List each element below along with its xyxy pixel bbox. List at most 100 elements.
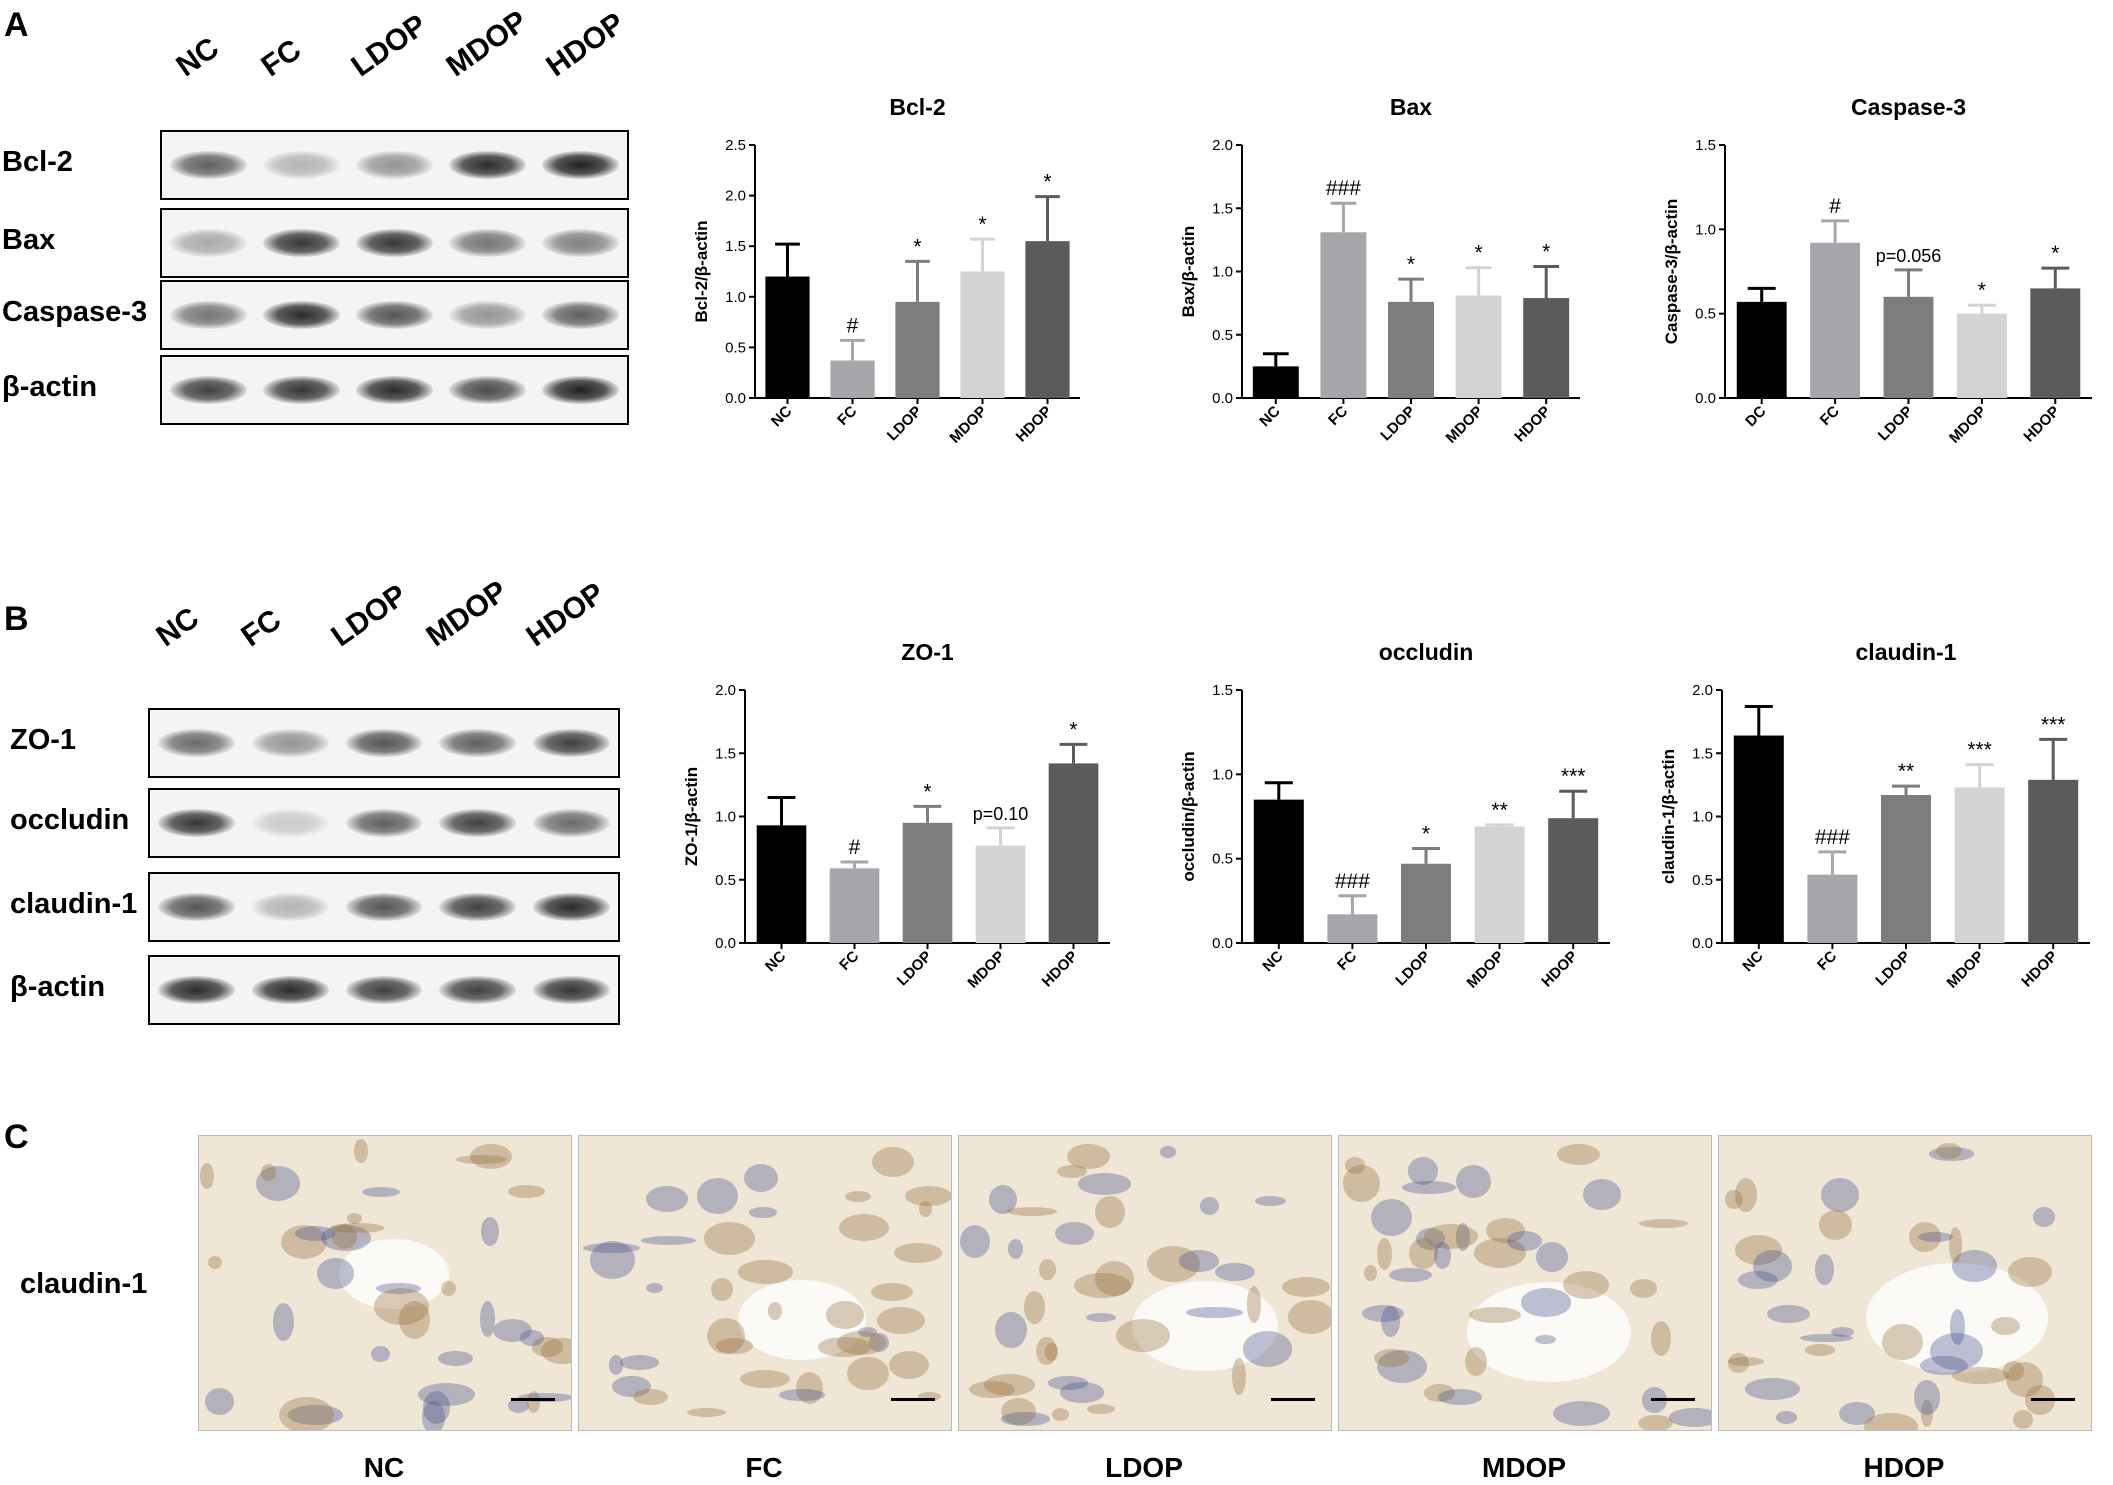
blot-row-label: claudin-1 bbox=[10, 888, 138, 920]
tissue-stain bbox=[273, 1303, 295, 1341]
y-tick-label: 0.5 bbox=[1695, 306, 1716, 323]
blot-band bbox=[263, 151, 340, 179]
tissue-stain bbox=[877, 1307, 925, 1334]
x-tick-label: LDOP bbox=[1872, 948, 1913, 989]
tissue-lumen bbox=[1466, 1282, 1631, 1383]
blot-lane-label: HDOP bbox=[540, 6, 631, 84]
tissue-stain bbox=[295, 1226, 335, 1241]
blot-lane-label: FC bbox=[255, 33, 308, 84]
significance-label: * bbox=[1978, 279, 1986, 302]
tissue-stain bbox=[1045, 1343, 1058, 1361]
tissue-stain bbox=[1007, 1239, 1023, 1260]
bar bbox=[895, 301, 940, 398]
blot-band bbox=[532, 809, 610, 837]
blot-band bbox=[439, 809, 516, 837]
y-tick-label: 0.0 bbox=[1695, 390, 1716, 407]
tissue-stain bbox=[844, 1190, 871, 1202]
x-tick-label: MDOP bbox=[946, 403, 990, 447]
tissue-stain bbox=[641, 1235, 697, 1246]
tissue-stain bbox=[1067, 1143, 1110, 1170]
y-tick-label: 0.0 bbox=[1212, 390, 1233, 407]
x-tick-label: NC bbox=[762, 948, 789, 975]
tissue-stain bbox=[540, 1337, 571, 1365]
blot-band bbox=[439, 729, 516, 757]
tissue-stain bbox=[2032, 1207, 2055, 1228]
tissue-stain bbox=[1839, 1401, 1876, 1426]
tissue-stain bbox=[872, 1146, 915, 1177]
tissue-stain bbox=[438, 1351, 473, 1367]
blot-row-label: ZO-1 bbox=[10, 724, 77, 756]
blot-lane-label: LDOP bbox=[325, 578, 413, 654]
blot-band bbox=[532, 893, 610, 921]
tissue-stain bbox=[371, 1345, 390, 1362]
ihc-group-label: HDOP bbox=[1863, 1452, 1945, 1483]
chart-title: claudin-1 bbox=[1856, 639, 1957, 665]
bar-chart-caspase3: Caspase-3 Caspase-3/β-actin 0.0 0.5 1.0 1.5 DC… bbox=[1662, 94, 2092, 447]
bar bbox=[902, 822, 953, 943]
tissue-stain bbox=[1920, 1356, 1968, 1376]
tissue-stain bbox=[1536, 1241, 1569, 1272]
ihc-micrograph bbox=[958, 1135, 1332, 1431]
tissue-stain bbox=[1146, 1245, 1201, 1283]
blot-band bbox=[252, 976, 329, 1004]
panel-letter-a: A bbox=[4, 6, 29, 44]
tissue-stain bbox=[1534, 1334, 1556, 1345]
tissue-stain bbox=[1001, 1397, 1037, 1425]
tissue-stain bbox=[507, 1184, 546, 1198]
ihc-group-label: LDOP bbox=[1105, 1452, 1183, 1483]
bar bbox=[1807, 874, 1858, 943]
blot-band bbox=[170, 301, 247, 329]
tissue-stain bbox=[839, 1213, 889, 1242]
significance-label: * bbox=[923, 780, 931, 803]
tissue-stain bbox=[1776, 1411, 1798, 1425]
blot-row-label: β-actin bbox=[10, 971, 106, 1003]
x-tick-label: HDOP bbox=[2020, 403, 2063, 446]
x-tick-label: MDOP bbox=[964, 948, 1008, 992]
significance-label: * bbox=[913, 235, 921, 258]
significance-label: * bbox=[1407, 253, 1415, 276]
y-axis-label: Bcl-2/β-actin bbox=[692, 220, 711, 322]
y-tick-label: 0.0 bbox=[715, 935, 736, 952]
tissue-stain bbox=[1815, 1254, 1834, 1286]
tissue-stain bbox=[1914, 1379, 1941, 1415]
bar bbox=[1810, 242, 1861, 398]
significance-label: # bbox=[849, 836, 861, 859]
tissue-stain bbox=[260, 1163, 277, 1181]
x-tick-label: FC bbox=[1325, 403, 1351, 429]
panel-letter-c: C bbox=[4, 1118, 29, 1156]
tissue-stain bbox=[1094, 1260, 1135, 1296]
tissue-stain bbox=[517, 1392, 571, 1402]
blot-row-label: β-actin bbox=[2, 371, 98, 403]
blot-band bbox=[439, 893, 516, 921]
y-axis-label: ZO-1/β-actin bbox=[682, 767, 701, 866]
tissue-stain bbox=[1185, 1306, 1243, 1318]
bar bbox=[1400, 863, 1452, 943]
blot-band bbox=[532, 729, 610, 757]
blot-band bbox=[263, 376, 340, 404]
tissue-stain bbox=[778, 1389, 826, 1401]
bar bbox=[960, 271, 1005, 398]
tissue-stain bbox=[1506, 1230, 1542, 1251]
tissue-stain bbox=[2012, 1410, 2033, 1430]
blot-band bbox=[345, 809, 423, 837]
ihc-micrograph bbox=[198, 1135, 572, 1431]
tissue-stain bbox=[1178, 1250, 1219, 1272]
tissue-stain bbox=[1054, 1222, 1094, 1246]
tissue-stain bbox=[1745, 1378, 1801, 1401]
bar bbox=[975, 845, 1026, 943]
y-tick-label: 2.5 bbox=[725, 137, 746, 154]
blot-lane-label: NC bbox=[150, 601, 205, 654]
tissue-stain bbox=[479, 1300, 495, 1337]
y-tick-label: 1.5 bbox=[1695, 137, 1716, 154]
tissue-stain bbox=[1376, 1237, 1392, 1271]
tissue-stain bbox=[836, 1331, 886, 1356]
tissue-stain bbox=[1342, 1164, 1381, 1202]
tissue-stain bbox=[1464, 1347, 1487, 1377]
tissue-stain bbox=[1159, 1146, 1176, 1158]
tissue-stain bbox=[1363, 1265, 1377, 1281]
bar-chart-zo1: ZO-1 ZO-1/β-actin 0.0 0.5 1.0 1.5 2.0 NC FC # LDOP… bbox=[682, 639, 1110, 992]
y-tick-label: 1.5 bbox=[725, 238, 746, 255]
tissue-stain bbox=[871, 1282, 913, 1301]
tissue-stain bbox=[1416, 1228, 1445, 1251]
scale-bar bbox=[1271, 1398, 1315, 1401]
